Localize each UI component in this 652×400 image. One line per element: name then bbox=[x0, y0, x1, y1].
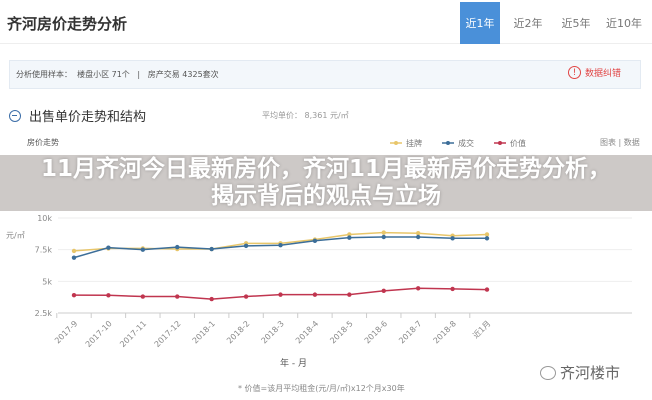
x-axis-label: 年 - 月 bbox=[280, 359, 307, 369]
section-header[interactable]: 出售单价走势和结构 bbox=[9, 106, 146, 125]
x-tick-label: 2017-10 bbox=[84, 319, 114, 349]
data-point bbox=[347, 232, 352, 237]
footnote: * 价值=该月平均租金(元/月/㎡)x12个月x30年 bbox=[238, 384, 405, 393]
data-point bbox=[381, 230, 386, 235]
data-point bbox=[484, 236, 490, 241]
data-point bbox=[381, 234, 386, 240]
x-tick-label: 2017-12 bbox=[153, 319, 183, 349]
y-tick-label: 5k bbox=[42, 277, 52, 286]
data-point bbox=[415, 286, 421, 291]
watermark: 齐河楼市 bbox=[540, 362, 620, 383]
y-tick-label: 2.5k bbox=[35, 309, 53, 318]
watermark-text: 齐河楼市 bbox=[560, 364, 621, 382]
data-point bbox=[71, 292, 77, 298]
tab-5-year[interactable]: 近5年 bbox=[561, 17, 591, 30]
data-point bbox=[71, 255, 77, 260]
data-point bbox=[484, 287, 490, 292]
data-point bbox=[450, 286, 455, 292]
data-point bbox=[484, 232, 490, 237]
data-point bbox=[140, 294, 146, 299]
data-point bbox=[243, 294, 249, 299]
x-tick-label: 2018-7 bbox=[397, 319, 423, 345]
data-point bbox=[175, 294, 180, 299]
title-banner: 11月齐河今日最新房价，齐河11月最新房价走势分析，揭示背后的观点与立场 bbox=[0, 155, 652, 211]
range-tabs: 近1年 近2年 近5年 近10年 bbox=[460, 2, 652, 44]
chart-data-toggle[interactable]: 图表 | 数据 bbox=[600, 138, 640, 147]
average-price: 平均单价： 8,361 元/㎡ bbox=[262, 111, 349, 120]
data-point bbox=[347, 292, 352, 297]
collapse-icon[interactable] bbox=[9, 109, 21, 122]
report-label: 数据纠错 bbox=[585, 69, 622, 79]
x-tick-label: 2018-6 bbox=[363, 319, 389, 345]
y-tick-label: 7.5k bbox=[35, 246, 53, 255]
data-point bbox=[106, 293, 111, 298]
sample-text: 分析使用样本： 楼盘小区 71个 | 房产交易 4325套次 bbox=[16, 70, 219, 79]
trend-label: 房价走势 bbox=[27, 138, 59, 147]
x-tick-label: 2018-8 bbox=[432, 319, 458, 345]
tab-2-year[interactable]: 近2年 bbox=[513, 17, 543, 30]
x-tick-label: 2017-11 bbox=[118, 319, 148, 349]
legend-label: 价值 bbox=[510, 138, 526, 148]
legend-label: 挂牌 bbox=[406, 138, 422, 148]
legend-marker bbox=[394, 141, 398, 145]
section-title: 出售单价走势和结构 bbox=[29, 110, 147, 125]
sample-info: 分析使用样本： 楼盘小区 71个 | 房产交易 4325套次 bbox=[9, 60, 641, 89]
legend-label: 成交 bbox=[458, 138, 474, 148]
data-point bbox=[140, 247, 146, 252]
x-tick-label: 2018-1 bbox=[191, 319, 217, 345]
data-point bbox=[450, 236, 455, 241]
y-axis-label: 元/㎡ bbox=[6, 231, 25, 240]
x-tick-label: 2017-9 bbox=[53, 319, 79, 345]
x-tick-label: 2018-3 bbox=[260, 319, 286, 345]
data-point bbox=[106, 245, 111, 250]
data-point bbox=[71, 248, 77, 254]
data-point bbox=[415, 234, 421, 240]
tab-1-year[interactable]: 近1年 bbox=[460, 2, 500, 44]
data-point bbox=[347, 235, 352, 240]
data-point bbox=[209, 296, 214, 302]
legend-marker bbox=[498, 141, 502, 145]
exclamation-circle-icon: ! bbox=[568, 66, 581, 79]
data-point bbox=[278, 292, 283, 297]
data-point bbox=[175, 244, 180, 250]
x-tick-label: 2018-5 bbox=[328, 319, 354, 345]
data-point bbox=[312, 292, 318, 297]
data-point bbox=[312, 238, 318, 243]
data-point bbox=[243, 243, 249, 249]
page-title: 齐河房价走势分析 bbox=[7, 15, 128, 33]
banner-text: 11月齐河今日最新房价，齐河11月最新房价走势分析，揭示背后的观点与立场 bbox=[40, 156, 611, 209]
legend-marker bbox=[446, 141, 450, 145]
header: 齐河房价走势分析 近1年 近2年 近5年 近10年 bbox=[0, 0, 652, 44]
x-tick-label: 近1月 bbox=[470, 318, 492, 340]
report-error-button[interactable]: ! 数据纠错 bbox=[568, 66, 621, 79]
wechat-icon bbox=[540, 365, 556, 380]
y-tick-label: 10k bbox=[37, 214, 52, 223]
x-tick-label: 2018-4 bbox=[294, 319, 320, 345]
x-tick-label: 2018-2 bbox=[225, 319, 251, 345]
data-point bbox=[278, 243, 283, 248]
data-point bbox=[415, 231, 421, 236]
data-point bbox=[381, 288, 386, 294]
tab-10-year[interactable]: 近10年 bbox=[606, 17, 642, 30]
data-point bbox=[209, 246, 214, 252]
